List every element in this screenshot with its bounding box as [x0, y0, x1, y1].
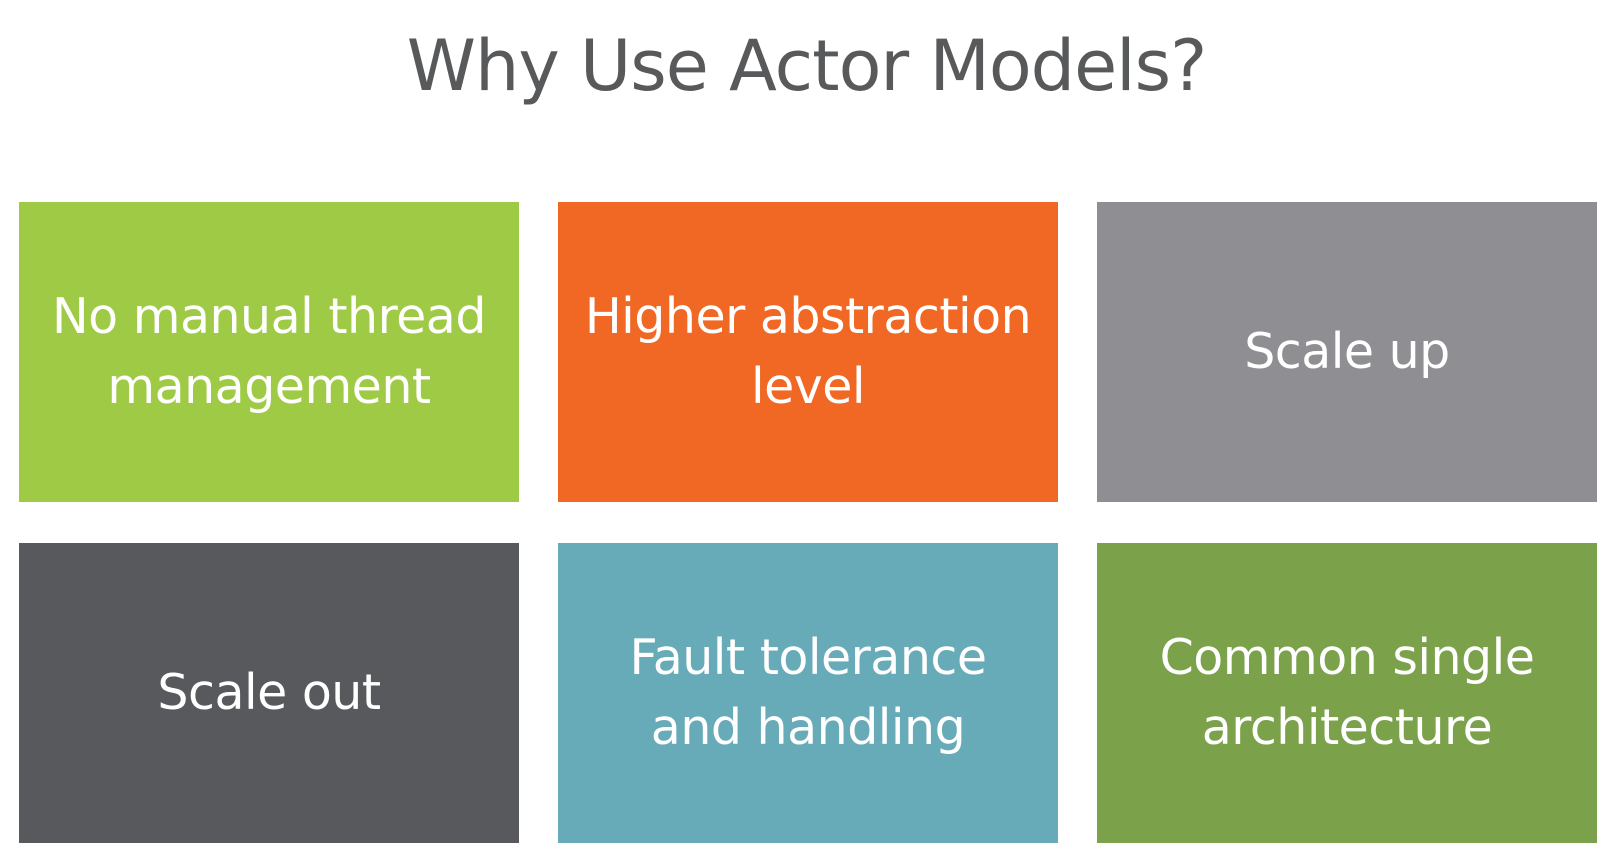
tile-label: Common single architecture: [1159, 629, 1535, 756]
page-title: Why Use Actor Models?: [406, 25, 1208, 107]
tile-label: Fault tolerance and handling: [629, 629, 987, 756]
tile-fault-tolerance-and-handling: Fault tolerance and handling: [558, 543, 1058, 843]
tile-label: Scale out: [157, 664, 381, 721]
tile-higher-abstraction-level: Higher abstraction level: [558, 202, 1058, 502]
tile-scale-out: Scale out: [19, 543, 519, 843]
tile-no-manual-thread-management: No manual thread management: [19, 202, 519, 502]
tile-common-single-architecture: Common single architecture: [1097, 543, 1597, 843]
tile-label: Higher abstraction level: [584, 288, 1032, 415]
tile-label: No manual thread management: [52, 288, 486, 415]
tile-label: Scale up: [1244, 323, 1450, 380]
tile-scale-up: Scale up: [1097, 202, 1597, 502]
